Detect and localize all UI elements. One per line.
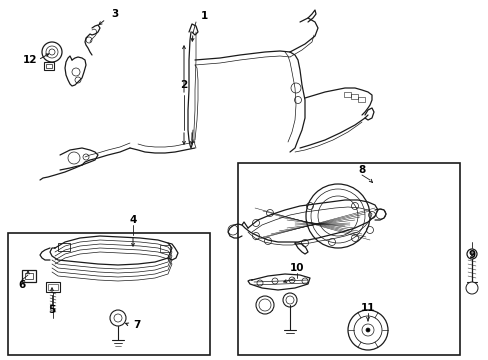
- Bar: [357, 97, 364, 102]
- Bar: [46, 282, 60, 292]
- Bar: [44, 62, 54, 70]
- Text: 7: 7: [133, 320, 141, 330]
- Bar: [343, 92, 350, 97]
- Text: 9: 9: [468, 250, 475, 260]
- Bar: [350, 94, 357, 99]
- Text: 10: 10: [289, 263, 304, 273]
- Bar: [46, 64, 52, 68]
- Text: 1: 1: [200, 11, 207, 21]
- Bar: [22, 270, 36, 282]
- Bar: [238, 163, 459, 355]
- Text: 8: 8: [358, 165, 365, 175]
- Text: 3: 3: [111, 9, 119, 19]
- Text: 6: 6: [19, 280, 25, 290]
- Text: 11: 11: [360, 303, 374, 313]
- Text: 12: 12: [23, 55, 37, 65]
- Circle shape: [466, 249, 476, 259]
- Bar: [58, 243, 70, 251]
- Bar: [25, 273, 33, 279]
- Circle shape: [365, 328, 369, 332]
- Circle shape: [42, 42, 62, 62]
- Text: 5: 5: [48, 305, 56, 315]
- Bar: [8, 233, 209, 355]
- Text: 2: 2: [180, 80, 187, 90]
- Text: 4: 4: [129, 215, 137, 225]
- Circle shape: [465, 282, 477, 294]
- Bar: [48, 284, 58, 290]
- Bar: [160, 245, 170, 252]
- Circle shape: [256, 296, 273, 314]
